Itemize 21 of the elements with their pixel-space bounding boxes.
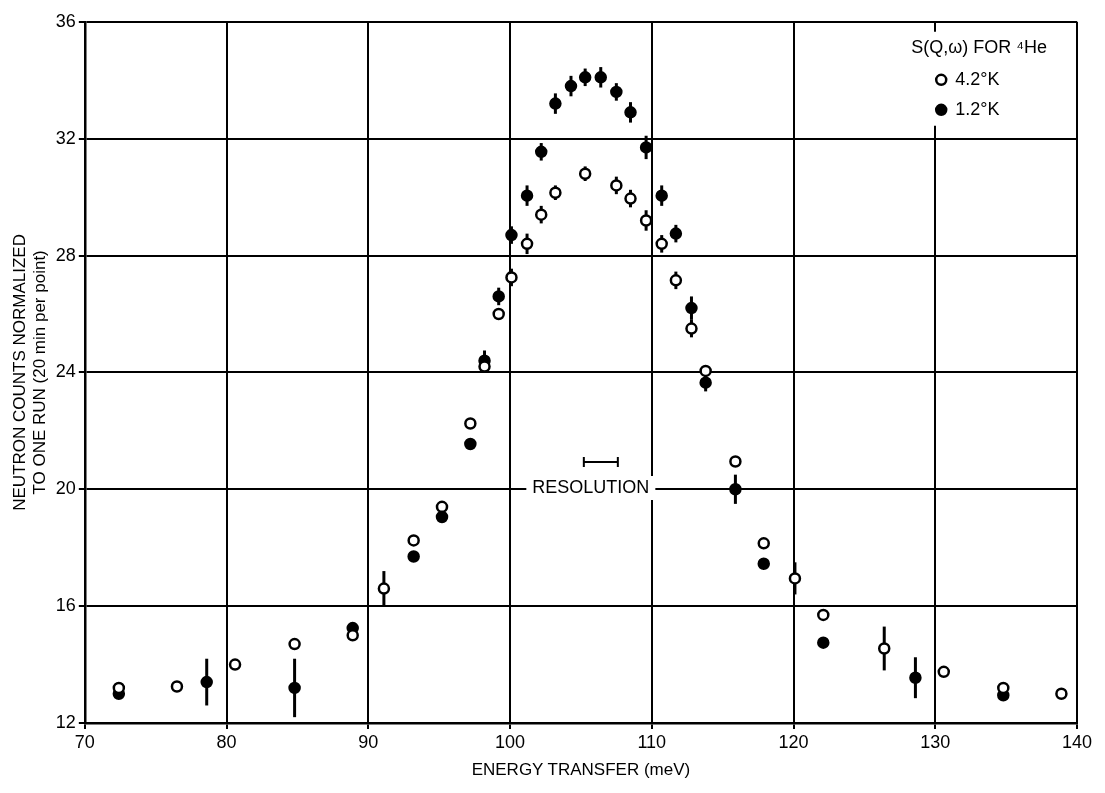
legend-label: 4.2°K xyxy=(955,68,1000,89)
legend-label: 1.2°K xyxy=(955,98,1000,119)
y-axis-title: NEUTRON COUNTS NORMALIZED TO ONE RUN (20 min per point) xyxy=(9,234,50,511)
x-tick-label: 70 xyxy=(74,731,95,752)
legend-title: S(Q,ω) FOR ⁴He xyxy=(911,36,1048,57)
y-tick-label: 36 xyxy=(55,10,76,31)
x-tick-label: 140 xyxy=(1061,731,1093,752)
y-tick-label: 12 xyxy=(55,711,76,732)
x-tick-label: 120 xyxy=(778,731,809,752)
x-tick-label: 130 xyxy=(920,731,951,752)
annotation: RESOLUTION xyxy=(532,477,650,498)
y-tick-label: 24 xyxy=(55,361,76,382)
x-axis-title: ENERGY TRANSFER (meV) xyxy=(471,760,691,780)
x-tick-label: 110 xyxy=(637,731,667,752)
x-tick-label: 80 xyxy=(216,731,237,752)
y-tick-label: 16 xyxy=(55,595,76,616)
y-tick-label: 28 xyxy=(55,244,76,265)
x-tick-label: 90 xyxy=(358,731,379,752)
x-tick-label: 100 xyxy=(495,731,526,752)
y-tick-label: 20 xyxy=(55,478,76,499)
y-tick-label: 32 xyxy=(55,127,76,148)
